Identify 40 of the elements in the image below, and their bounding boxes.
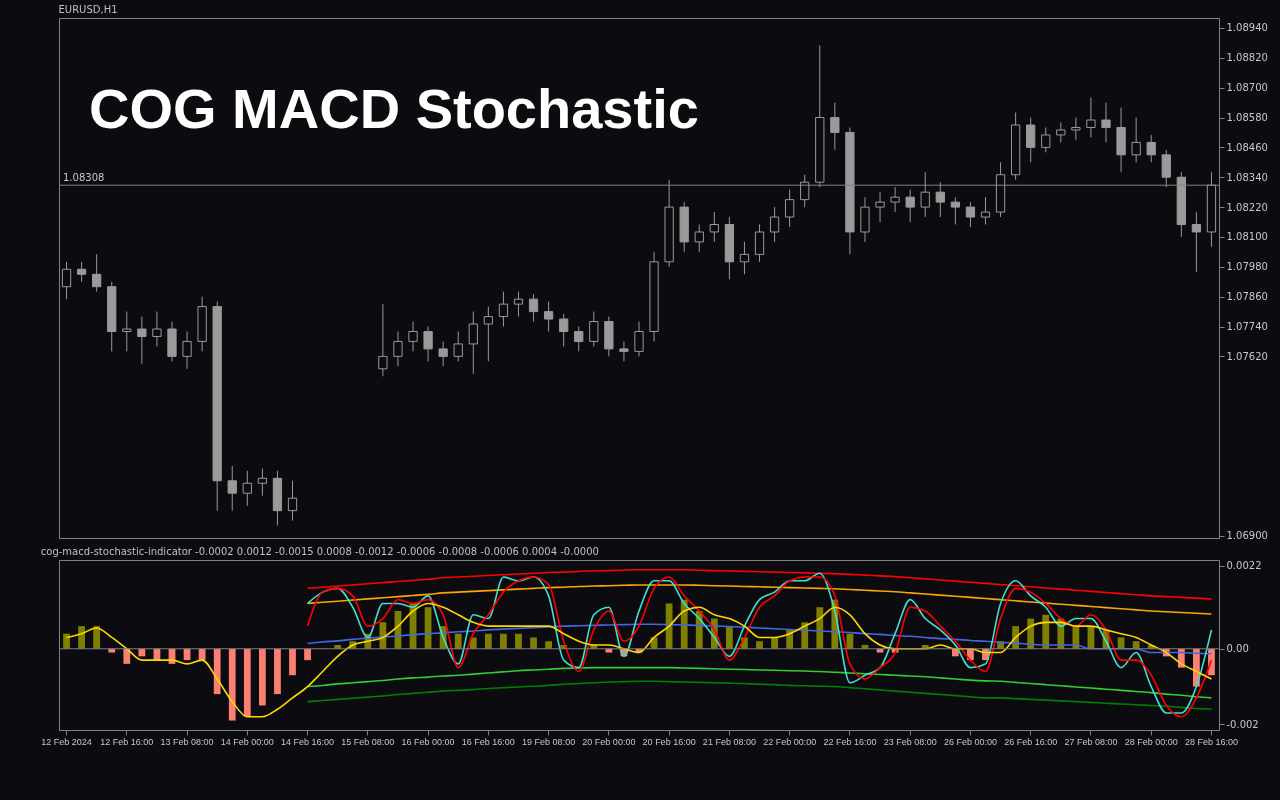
x-tick-label: 13 Feb 08:00	[160, 736, 214, 747]
x-tick-label: 21 Feb 08:00	[702, 736, 756, 747]
x-tick-label: 15 Feb 08:00	[341, 736, 395, 747]
ref-line-label: 1.08308	[63, 172, 105, 184]
x-tick-label: 12 Feb 16:00	[100, 736, 154, 747]
x-tick-label: 26 Feb 00:00	[943, 736, 997, 747]
y-tick-label: 1.08940	[1226, 22, 1268, 34]
y-tick-label: 1.08700	[1226, 82, 1268, 94]
x-tick-label: 23 Feb 08:00	[883, 736, 937, 747]
x-tick-label: 20 Feb 16:00	[642, 736, 696, 747]
y-tick-label: 0.0022	[1226, 560, 1262, 572]
y-tick-label: 1.07620	[1226, 350, 1268, 362]
x-tick-label: 22 Feb 16:00	[823, 736, 877, 747]
x-tick-label: 22 Feb 00:00	[763, 736, 817, 747]
y-tick-label: 1.06900	[1226, 530, 1268, 542]
x-tick-label: 28 Feb 16:00	[1184, 736, 1238, 747]
x-tick-label: 19 Feb 08:00	[522, 736, 576, 747]
x-tick-label: 16 Feb 16:00	[461, 736, 515, 747]
y-tick-label: 1.07860	[1226, 291, 1268, 303]
chart-title: EURUSD,H1	[58, 4, 118, 15]
y-tick-label: 1.08580	[1226, 112, 1268, 124]
y-tick-label: 1.08220	[1226, 201, 1268, 213]
y-tick-label: 1.07980	[1226, 261, 1268, 273]
x-tick-label: 16 Feb 00:00	[401, 736, 455, 747]
annotation: COG MACD Stochastic	[89, 77, 699, 140]
y-tick-label: 1.08820	[1226, 52, 1268, 64]
x-tick-label: 26 Feb 16:00	[1004, 736, 1058, 747]
chart-title: cog-macd-stochastic-indicator -0.0002 0.0012 -0.0015 0.0008 -0.0012 -0.0006 -0.0008 -0.0006 0.0004 -0.0000	[40, 546, 599, 557]
x-tick-label: 14 Feb 16:00	[281, 736, 335, 747]
y-tick-label: 0.00	[1226, 643, 1249, 655]
y-tick-label: 1.07740	[1226, 321, 1268, 333]
y-tick-label: 1.08340	[1226, 171, 1268, 183]
y-tick-label: 1.08100	[1226, 231, 1268, 243]
x-tick-label: 27 Feb 08:00	[1064, 736, 1118, 747]
x-tick-label: 14 Feb 00:00	[220, 736, 274, 747]
y-tick-label: 1.08460	[1226, 141, 1268, 153]
x-tick-label: 12 Feb 2024	[41, 736, 92, 747]
x-tick-label: 20 Feb 00:00	[582, 736, 636, 747]
x-tick-label: 28 Feb 00:00	[1124, 736, 1178, 747]
y-tick-label: -0.002	[1226, 718, 1259, 730]
